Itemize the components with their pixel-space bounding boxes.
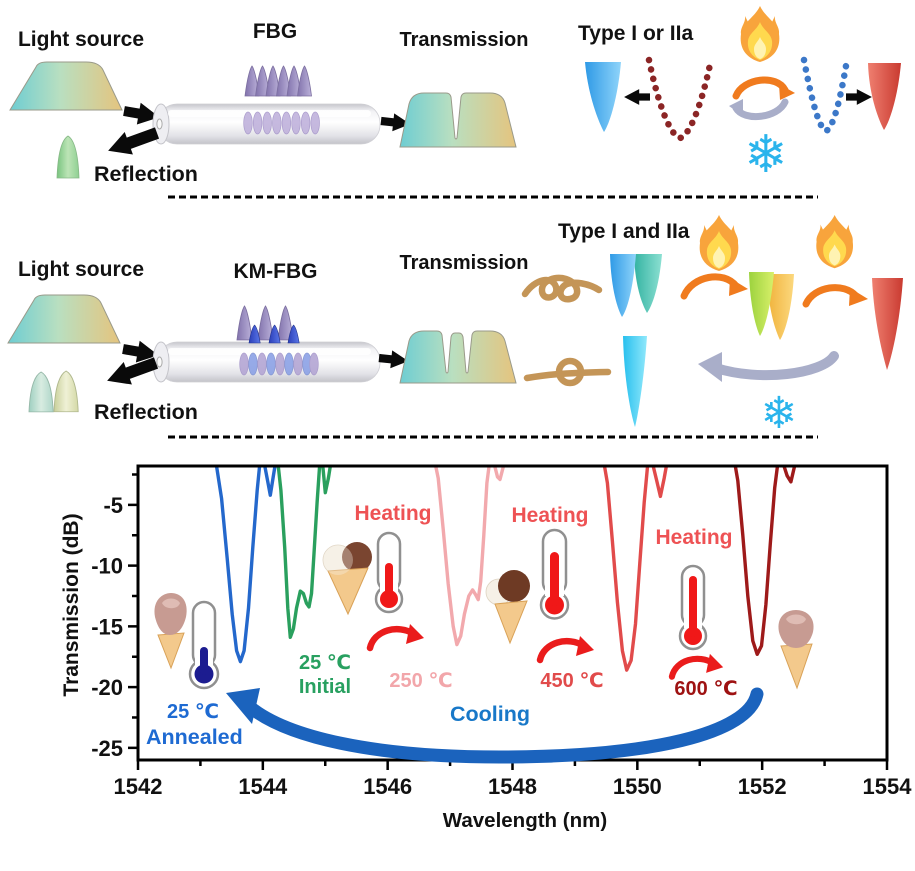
red-dip-icon	[872, 278, 903, 370]
y-tick-label: -25	[91, 736, 123, 761]
ice-cream-icon	[778, 610, 814, 690]
heating-label-3: Heating	[655, 526, 733, 549]
row2-device-label: KM-FBG	[233, 260, 318, 283]
initial-state-label: Initial	[298, 676, 352, 698]
row1-light-source-label: Light source	[17, 28, 144, 51]
row2-schematic	[7, 294, 818, 439]
row2-type-label: Type I and IIa	[558, 220, 690, 243]
beaded-dip-darkred-icon	[645, 56, 715, 142]
y-tick-label: -10	[91, 554, 123, 579]
fbg-grating-peaks-icon	[244, 65, 312, 97]
row2-reflection-label: Reflection	[94, 400, 198, 424]
reflection-peak-icon	[28, 371, 54, 413]
heating-curved-arrow-icon	[668, 653, 724, 680]
curve-t450	[602, 467, 668, 672]
curve-t250	[434, 467, 505, 647]
axis-tick-labels: 1542 1544 1546 1548 1550 1552 1554 -5 -10 -15 -20 -…	[91, 493, 912, 799]
left-arrow-icon	[624, 89, 650, 105]
red-dip-icon	[868, 63, 901, 130]
heating-label-2: Heating	[511, 504, 589, 527]
thermometer-red-icon	[678, 564, 708, 651]
y-tick-label: -15	[91, 614, 123, 639]
reflection-peak-icon	[53, 370, 79, 413]
heating-label-1: Heating	[354, 502, 432, 525]
thermometer-blue-icon	[188, 600, 220, 690]
transmission-spectrum-icon	[399, 92, 517, 148]
x-axis-title: Wavelength (nm)	[442, 809, 608, 832]
x-tick-label: 1544	[238, 774, 288, 799]
cooling-big-arrow-icon	[226, 687, 764, 764]
flame-icon	[816, 215, 854, 269]
row2-light-source-label: Light source	[17, 258, 144, 281]
ice-cream-icon	[154, 593, 187, 670]
blue-dip-icon	[610, 254, 636, 317]
axis-ticks	[128, 473, 889, 770]
y-axis-title: Transmission (dB)	[60, 513, 83, 697]
annealed-temp-label: 25 ℃	[166, 701, 220, 723]
x-tick-label: 1554	[863, 774, 913, 799]
row1-type-diagram: ❄	[585, 6, 901, 185]
ice-cream-icon	[485, 570, 530, 645]
temp-600-label: 600 ℃	[674, 678, 738, 700]
reflection-arrow-icon	[104, 121, 162, 163]
cycle-arrows-icon	[729, 76, 795, 121]
row2-transmission-label: Transmission	[399, 252, 529, 274]
beaded-dip-blue-icon	[800, 56, 851, 135]
x-tick-label: 1548	[488, 774, 537, 799]
transmission-spectrum-icon	[399, 330, 517, 384]
x-tick-label: 1550	[613, 774, 662, 799]
figure-eight-knot-icon	[521, 274, 603, 303]
row2-type-diagram: ❄	[521, 215, 903, 439]
x-tick-label: 1542	[114, 774, 163, 799]
temp-450-label: 450 ℃	[540, 670, 604, 692]
green-dip-icon	[749, 272, 774, 336]
overhand-knot-icon	[523, 357, 612, 387]
row1-reflection-label: Reflection	[94, 162, 198, 186]
annealed-state-label: Annealed	[146, 725, 243, 749]
heating-curved-arrow-icon	[366, 624, 424, 652]
curve-initial	[276, 467, 332, 639]
heating-curved-arrow-icon	[680, 273, 748, 300]
blue-dip-icon	[585, 62, 621, 132]
x-tick-label: 1546	[363, 774, 412, 799]
row1-device-label: FBG	[252, 20, 298, 43]
row1-schematic	[9, 61, 818, 199]
x-tick-label: 1552	[738, 774, 787, 799]
thermometer-red-icon	[539, 528, 570, 620]
row1-type-label: Type I or IIa	[578, 22, 694, 45]
chart-icons	[154, 528, 814, 764]
fiber-grating-icon	[239, 352, 319, 376]
curve-annealed	[214, 467, 277, 664]
cooling-label: Cooling	[449, 702, 530, 726]
light-source-spectrum-icon	[9, 61, 123, 111]
y-tick-label: -20	[91, 675, 123, 700]
light-source-spectrum-icon	[7, 294, 121, 344]
reflection-peak-icon	[56, 135, 80, 179]
temp-250-label: 250 ℃	[389, 670, 453, 692]
heating-curved-arrow-icon	[536, 636, 594, 664]
yellow-dip-icon	[767, 274, 794, 340]
ice-cream-icon	[322, 542, 372, 616]
heating-curved-arrow-icon	[802, 284, 868, 308]
snowflake-icon: ❄	[744, 125, 788, 185]
snowflake-icon: ❄	[761, 388, 798, 439]
curve-t600	[733, 467, 797, 656]
row1-transmission-label: Transmission	[399, 29, 529, 51]
cyan-dip-icon	[623, 336, 647, 427]
y-tick-label: -5	[103, 493, 123, 518]
initial-temp-label: 25 ℃	[298, 652, 352, 674]
chart-curves	[214, 467, 797, 672]
reflection-arrow-icon	[103, 351, 161, 393]
fiber-grating-icon	[243, 111, 320, 135]
cooling-curved-arrow-icon	[698, 351, 839, 382]
teal-dip-icon	[634, 254, 662, 313]
kmfbg-grating-peaks-icon	[236, 305, 300, 344]
right-arrow-icon	[846, 89, 872, 105]
thermometer-red-icon	[374, 531, 404, 614]
